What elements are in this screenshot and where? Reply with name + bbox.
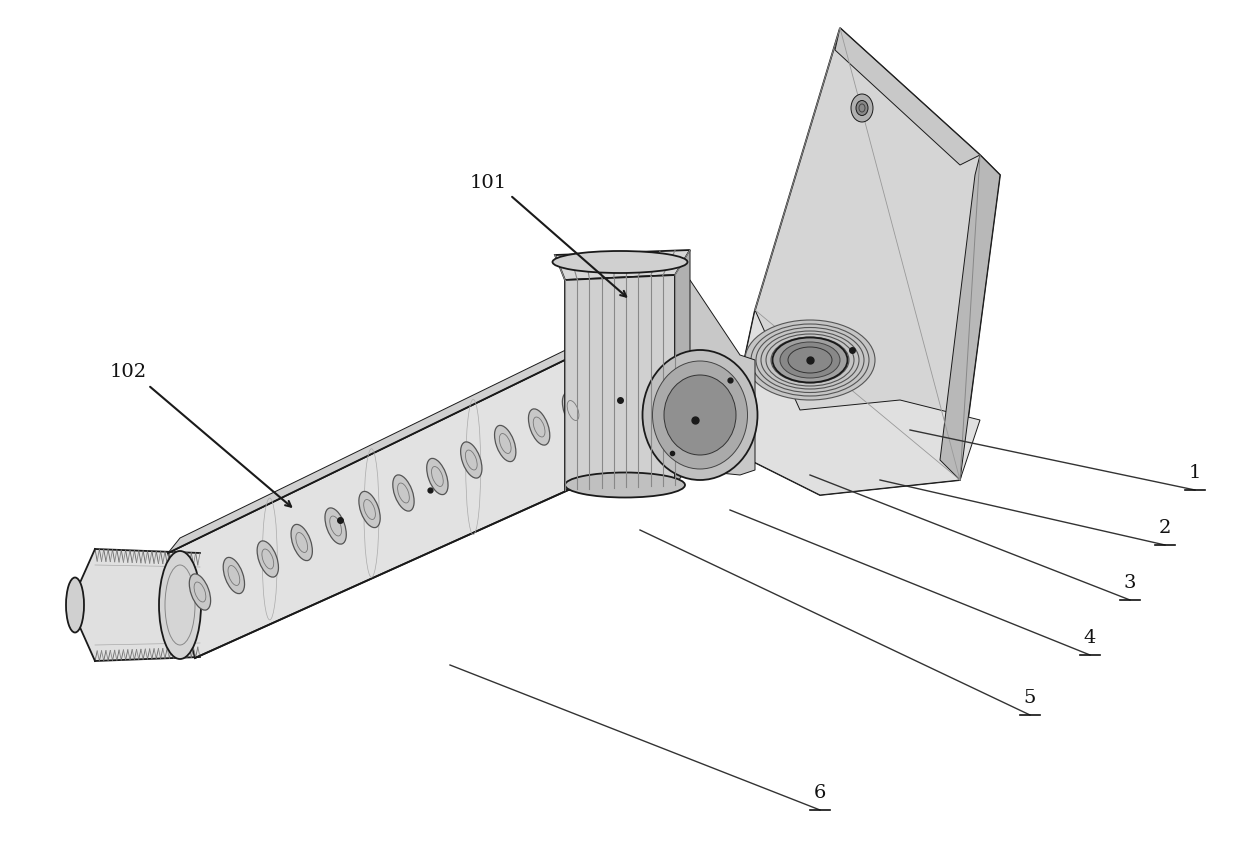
Ellipse shape xyxy=(427,458,448,494)
Text: 5: 5 xyxy=(1024,689,1037,707)
Polygon shape xyxy=(167,343,580,553)
Ellipse shape xyxy=(66,577,84,632)
Ellipse shape xyxy=(851,94,873,122)
Polygon shape xyxy=(740,310,980,495)
Polygon shape xyxy=(675,250,689,485)
Polygon shape xyxy=(835,28,980,165)
Ellipse shape xyxy=(325,508,346,544)
Ellipse shape xyxy=(663,375,737,455)
Ellipse shape xyxy=(780,342,839,378)
Polygon shape xyxy=(167,355,575,658)
Ellipse shape xyxy=(159,551,201,659)
Ellipse shape xyxy=(257,541,279,577)
Ellipse shape xyxy=(565,473,684,498)
Ellipse shape xyxy=(291,524,312,560)
Ellipse shape xyxy=(460,442,482,478)
Ellipse shape xyxy=(223,558,244,594)
Ellipse shape xyxy=(642,350,758,480)
Ellipse shape xyxy=(393,474,414,511)
Ellipse shape xyxy=(652,361,748,469)
Text: 6: 6 xyxy=(813,784,826,802)
Ellipse shape xyxy=(528,409,549,445)
Ellipse shape xyxy=(856,100,868,116)
Ellipse shape xyxy=(358,492,381,528)
Ellipse shape xyxy=(190,574,211,610)
Text: 2: 2 xyxy=(1159,519,1172,537)
Text: 102: 102 xyxy=(109,363,146,381)
Ellipse shape xyxy=(773,337,847,383)
Polygon shape xyxy=(556,250,689,280)
Polygon shape xyxy=(69,549,200,661)
Text: 101: 101 xyxy=(470,174,507,192)
Polygon shape xyxy=(565,275,675,490)
Ellipse shape xyxy=(553,251,687,273)
Ellipse shape xyxy=(495,426,516,462)
Text: 1: 1 xyxy=(1189,464,1202,482)
Polygon shape xyxy=(675,280,755,480)
Text: 4: 4 xyxy=(1084,629,1096,647)
Ellipse shape xyxy=(745,320,875,400)
Polygon shape xyxy=(740,28,999,495)
Ellipse shape xyxy=(563,392,584,429)
Text: 3: 3 xyxy=(1123,574,1136,592)
Polygon shape xyxy=(940,155,999,480)
